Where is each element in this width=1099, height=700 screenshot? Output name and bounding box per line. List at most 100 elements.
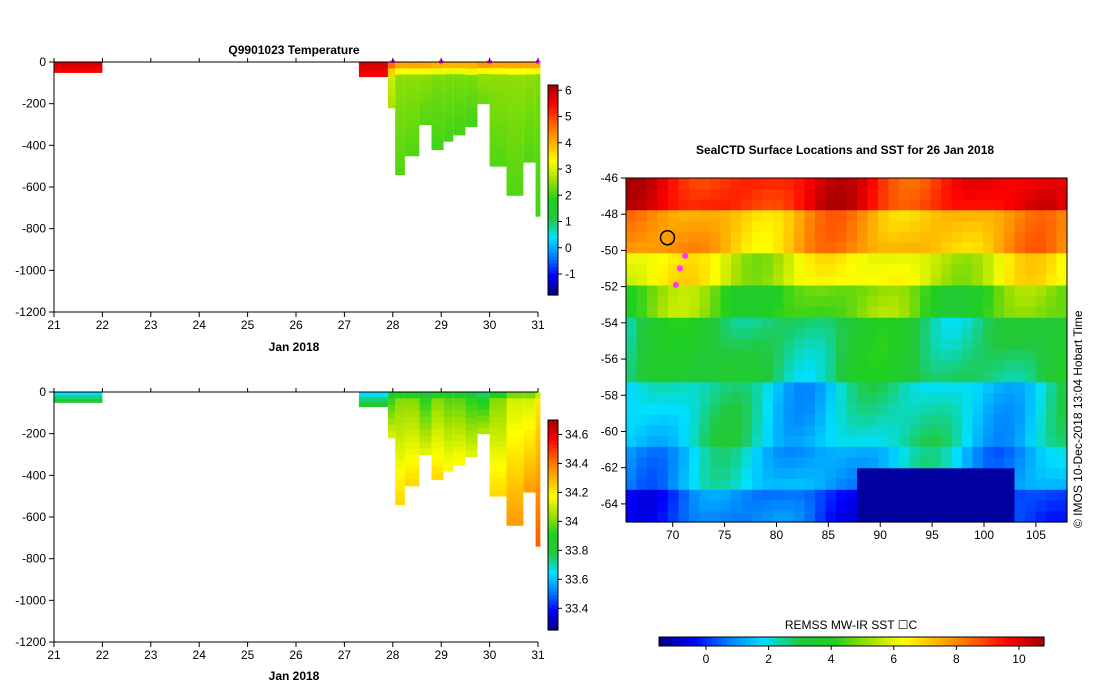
sst-cell <box>741 199 753 211</box>
profile-cell <box>388 392 396 399</box>
profile-cell <box>419 68 432 76</box>
sst-cell <box>941 489 953 502</box>
sst-cell <box>1056 382 1068 394</box>
sst-cell <box>773 339 785 351</box>
sst-cell <box>773 350 785 362</box>
sst-cell <box>951 479 963 491</box>
sst-cell <box>909 371 921 383</box>
sst-cell <box>815 382 827 394</box>
sst-cell <box>647 436 659 448</box>
profile-cell <box>523 155 536 163</box>
profile-cell <box>419 429 432 437</box>
sst-cell <box>909 274 921 287</box>
profile-cell <box>506 144 524 152</box>
sst-cell <box>972 264 984 276</box>
sst-cell <box>825 511 837 523</box>
sst-cell <box>731 414 743 426</box>
sst-cell <box>930 360 942 373</box>
sst-cell <box>657 457 669 469</box>
sst-cell <box>962 307 974 319</box>
profile-cell <box>419 435 432 443</box>
sst-cell <box>909 296 921 308</box>
colorbar-segment <box>548 465 558 470</box>
sst-cell <box>857 242 869 254</box>
sst-cell <box>1014 414 1026 426</box>
sst-cell <box>983 210 995 222</box>
map-y-tick-label: -56 <box>601 352 619 366</box>
salinity-panel: 21 22 23 24 25 26 27 28 29 30 310-200-400-600-800-… <box>15 385 588 683</box>
sst-cell <box>878 339 890 351</box>
sst-cell <box>1046 457 1058 469</box>
sst-cell <box>678 199 690 211</box>
sst-cell <box>815 221 827 233</box>
profile-cell <box>489 392 507 399</box>
colorbar-segment <box>548 134 558 139</box>
sst-cell <box>899 511 911 523</box>
profile-cell <box>535 166 541 174</box>
sst-cell <box>689 317 701 330</box>
sst-cell <box>783 414 795 426</box>
sst-cell <box>741 446 753 459</box>
sst-cell <box>1035 479 1047 491</box>
profile-cell <box>404 442 420 449</box>
colorbar-segment <box>548 493 558 498</box>
sst-cell <box>846 231 858 244</box>
sst-cell <box>657 317 669 330</box>
sst-cell <box>689 479 701 491</box>
sst-cell <box>689 307 701 319</box>
sst-cell <box>699 285 711 297</box>
sst-cell <box>857 403 869 416</box>
sst-colorbar-segment <box>788 637 795 646</box>
y-tick-label: -1200 <box>15 635 46 649</box>
sst-cell <box>951 371 963 383</box>
sst-cell <box>710 511 722 523</box>
sst-colorbar-segment <box>962 637 968 646</box>
sst-cell <box>804 371 816 383</box>
profile-cell <box>489 447 507 454</box>
sst-cell <box>867 500 879 512</box>
sst-cell <box>668 274 680 287</box>
sst-cell <box>846 328 858 340</box>
x-tick-label: 22 <box>96 318 110 332</box>
profile-cell <box>465 68 478 76</box>
sst-cell <box>930 511 942 523</box>
sst-cell <box>825 210 837 222</box>
sst-colorbar-segment <box>697 637 703 646</box>
profile-cell <box>465 437 478 445</box>
sst-cell <box>741 274 753 287</box>
sst-cell <box>951 468 963 480</box>
profile-cell <box>489 471 507 479</box>
sst-cell <box>626 436 638 448</box>
profile-cell <box>535 203 541 211</box>
colorbar-segment <box>548 476 558 481</box>
sst-cell <box>794 253 806 265</box>
sst-cell <box>678 317 690 330</box>
profile-cell <box>395 105 405 113</box>
profile-cell <box>523 143 536 151</box>
sst-cell <box>699 425 711 437</box>
y-tick-label: -800 <box>22 552 46 566</box>
sst-cell <box>867 307 879 319</box>
sst-colorbar-segment <box>659 637 665 646</box>
sst-cell <box>626 199 638 211</box>
sst-cell <box>983 285 995 297</box>
sst-cell <box>636 296 648 308</box>
sst-cell <box>710 403 722 416</box>
profile-cell <box>477 427 490 435</box>
colorbar-segment <box>548 570 558 575</box>
colorbar-tick-label: 1 <box>565 215 572 229</box>
sst-cell <box>710 425 722 437</box>
profile-cell <box>443 110 454 118</box>
colorbar-segment <box>548 253 558 258</box>
colorbar-segment <box>548 200 558 205</box>
sst-cell <box>867 210 879 222</box>
sst-cell <box>857 253 869 265</box>
sst-cell <box>678 178 690 190</box>
sst-cell <box>636 489 648 502</box>
sst-cell <box>1025 231 1037 244</box>
sst-colorbar-segment <box>947 637 954 646</box>
sst-cell <box>962 188 974 201</box>
sst-cell <box>993 264 1005 276</box>
sst-cell <box>836 360 848 373</box>
sst-cell <box>1035 425 1047 437</box>
